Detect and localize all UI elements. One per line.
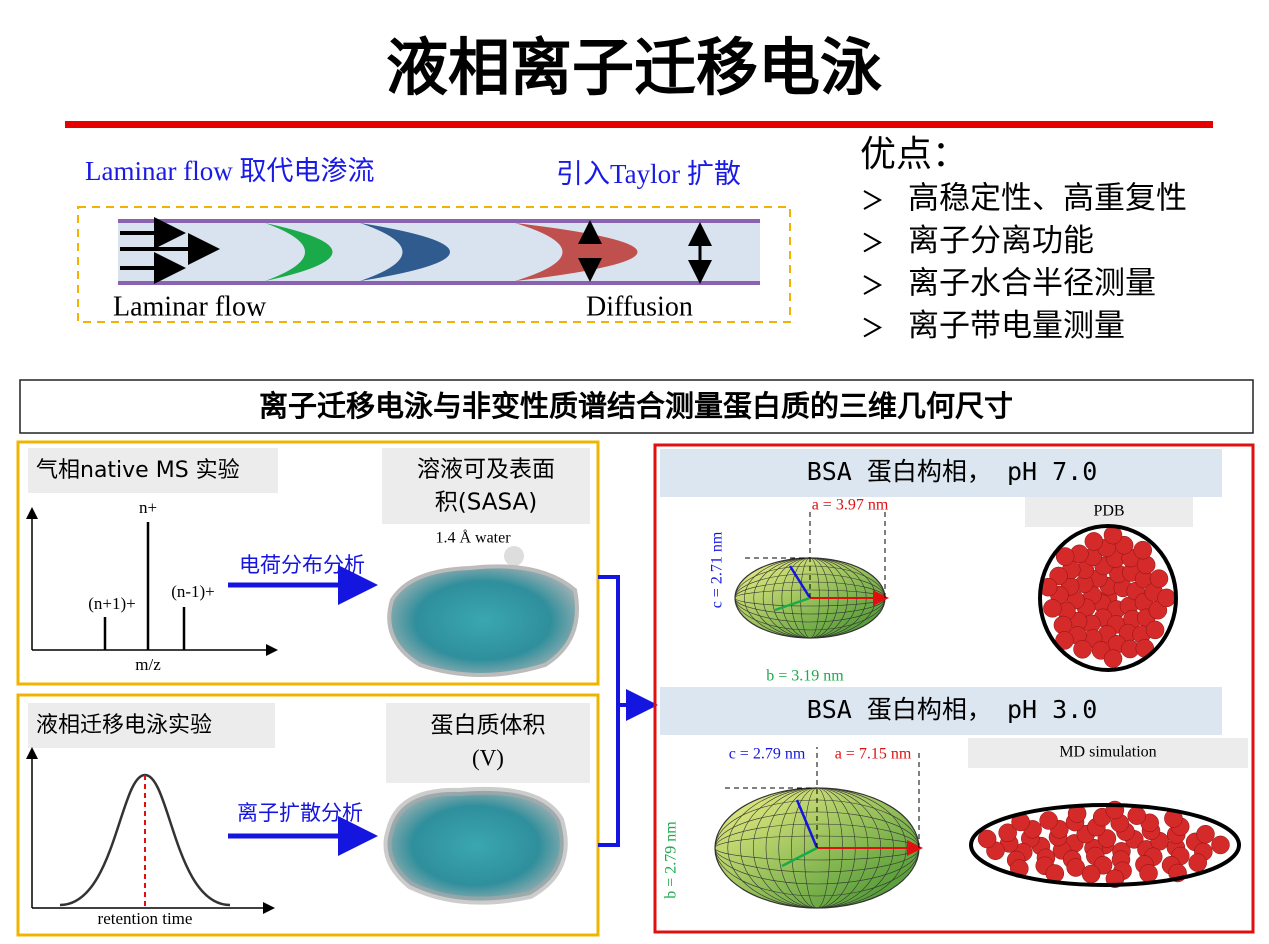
volume-label: (V): [472, 745, 504, 770]
atom-cluster: [1055, 631, 1074, 650]
conformation-header-box: [660, 449, 1222, 497]
guide-lines: [745, 511, 886, 598]
label-box: [28, 703, 275, 748]
flow-front: [360, 223, 450, 281]
fit-outline: [1038, 524, 1178, 672]
atom-cluster: [1149, 569, 1169, 588]
ce-panel: [16, 693, 600, 937]
title-rule: [65, 121, 1213, 128]
panel-label: 气相native MS 实验: [36, 458, 240, 483]
atom-cluster: [1073, 640, 1092, 659]
advantage-item: 离子水合半径测量: [908, 266, 1156, 302]
dim-c: c = 2.79 nm: [729, 746, 806, 763]
flow-frame: [77, 206, 791, 323]
ms-axes: [26, 507, 278, 656]
fit-outline: [969, 803, 1241, 887]
bullet: [863, 232, 883, 253]
axis-label: m/z: [135, 655, 161, 674]
model-label: PDB: [1093, 503, 1124, 520]
diffusion-arrows: [578, 220, 712, 284]
banner-box: [19, 379, 1254, 434]
atom-cluster: [977, 829, 997, 849]
atom-cluster: [1133, 540, 1152, 560]
conformation-header: BSA 蛋白构相， pH 7.0: [807, 457, 1098, 486]
atom-cluster: [1043, 599, 1062, 618]
axis-label: retention time: [98, 909, 193, 928]
axis-b: [774, 596, 811, 612]
arrow-label: 电荷分布分析: [239, 553, 365, 577]
ce-axes: [26, 747, 275, 914]
label-box: [28, 448, 278, 493]
atom-cluster: [1139, 864, 1158, 883]
axis-c: [788, 565, 812, 599]
model-label-box: [968, 738, 1248, 768]
bullet: [863, 190, 883, 210]
atom-cluster: [1103, 649, 1123, 668]
advantage-item: 离子分离功能: [908, 223, 1094, 259]
axis-b: [781, 846, 818, 868]
atom-cluster: [1055, 547, 1075, 566]
atom-cluster: [1127, 806, 1147, 825]
peak-label: (n-1)+: [171, 582, 215, 601]
ms-panel: [16, 440, 600, 686]
bullet: [863, 275, 883, 295]
label-box: [382, 448, 590, 524]
water-probe: [504, 546, 524, 566]
atom-cluster: [1145, 620, 1165, 640]
peak-label: (n+1)+: [88, 594, 136, 613]
dim-b: b = 3.19 nm: [766, 668, 844, 685]
panel-label: 液相迁移电泳实验: [36, 713, 212, 738]
sasa-label: 积(SASA): [435, 490, 537, 516]
banner: 离子迁移电泳与非变性质谱结合测量蛋白质的三维几何尺寸: [259, 389, 1013, 423]
atom-cluster: [1084, 532, 1104, 551]
advantage-item: 高稳定性、高重复性: [908, 181, 1187, 217]
atom-cluster: [1081, 864, 1101, 884]
dim-b: b = 2.79 nm: [663, 821, 680, 899]
flow-front: [265, 223, 333, 281]
model-label: MD simulation: [1059, 744, 1156, 761]
atom-cluster: [998, 823, 1017, 843]
flow-label: Diffusion: [586, 291, 693, 322]
arrow-label: 离子扩散分析: [237, 801, 363, 825]
water-label: 1.4 Å water: [435, 529, 511, 547]
advantages-heading: 优点：: [860, 134, 968, 175]
guide-lines: [725, 747, 920, 848]
peak-label: n+: [139, 498, 157, 517]
advantage-item: 离子带电量测量: [908, 308, 1125, 344]
volume-label: 蛋白质体积: [431, 713, 546, 739]
dim-a: a = 3.97 nm: [812, 497, 889, 514]
axis-c: [795, 799, 819, 849]
conformation-header: BSA 蛋白构相， pH 3.0: [807, 695, 1098, 724]
protein-surface: [387, 564, 579, 677]
conformation-header-box: [660, 687, 1222, 735]
ms-peaks: [103, 522, 186, 650]
bullet: [863, 317, 883, 338]
dim-a: a = 7.15 nm: [835, 746, 912, 763]
flow-arrows: [120, 217, 220, 284]
slide-title: 液相离子迁移电泳: [386, 31, 882, 104]
protein-volume: [383, 786, 568, 905]
flow-front: [515, 223, 638, 281]
atom-cluster: [1211, 835, 1230, 855]
flow-caption: Laminar flow 取代电渗流: [85, 156, 374, 186]
conformation-panel: [653, 443, 1255, 934]
model-label-box: [1025, 497, 1193, 527]
sasa-label: 溶液可及表面: [417, 457, 555, 483]
atom-cluster: [1188, 853, 1207, 872]
atom-cluster: [1039, 811, 1058, 830]
conformations: BSA 蛋白构相， pH 7.0 a = 3.97 nm b = 3.19 nm c …: [660, 449, 1248, 909]
label-box: [386, 703, 590, 783]
atom-cluster: [1157, 588, 1176, 608]
bracket: [598, 575, 652, 847]
flow-caption: 引入Taylor 扩散: [556, 159, 741, 189]
dim-c: c = 2.71 nm: [709, 531, 726, 608]
atom-cluster: [1196, 824, 1215, 844]
flow-label: Laminar flow: [113, 291, 267, 322]
